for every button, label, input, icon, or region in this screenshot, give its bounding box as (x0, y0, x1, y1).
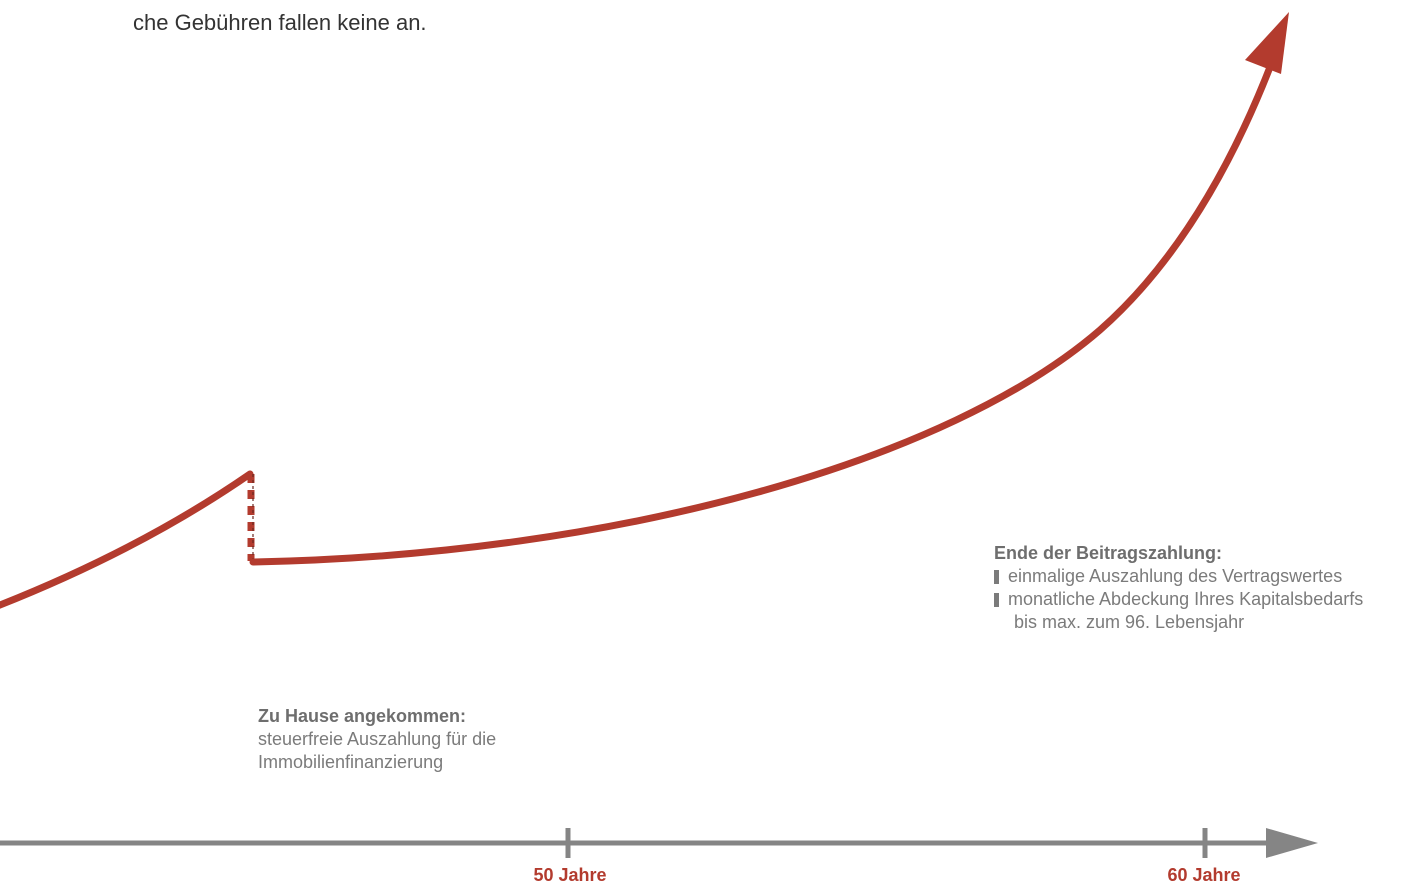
tick-label-50: 50 Jahre (533, 865, 607, 885)
intro-text: che Gebühren fallen keine an. (133, 10, 427, 35)
bullet-icon (994, 593, 999, 607)
tick-label-60: 60 Jahre (1167, 865, 1241, 885)
callout-end-heading: Ende der Beitragszahlung: (994, 543, 1223, 563)
callout-end-of-payment: Ende der Beitragszahlung: einmalige Ausz… (994, 542, 1412, 634)
curve-arrowhead-icon (1245, 12, 1289, 74)
callout-home: Zu Hause angekommen: steuerfreie Auszahl… (258, 705, 578, 774)
callout-home-line-1: steuerfreie Auszahlung für die (258, 729, 497, 749)
bullet-icon (994, 570, 999, 584)
callout-home-heading: Zu Hause angekommen: (258, 706, 467, 726)
callout-end-item: einmalige Auszahlung des Vertragswertes (994, 565, 1412, 588)
axis-arrowhead-icon (1266, 828, 1318, 858)
callout-home-line-2: Immobilienfinanzierung (258, 752, 444, 772)
growth-curve-phase-2 (249, 58, 1276, 566)
callout-end-item-text: monatliche Abdeckung Ihres Kapitalsbedar… (1008, 589, 1364, 609)
callout-end-item: monatliche Abdeckung Ihres Kapitalsbedar… (994, 588, 1412, 611)
timeline-axis (0, 828, 1318, 858)
callout-end-continuation: bis max. zum 96. Lebensjahr (1014, 612, 1245, 632)
callout-end-item-text: einmalige Auszahlung des Vertragswertes (1008, 566, 1343, 586)
growth-curve-phase-1 (0, 470, 254, 609)
